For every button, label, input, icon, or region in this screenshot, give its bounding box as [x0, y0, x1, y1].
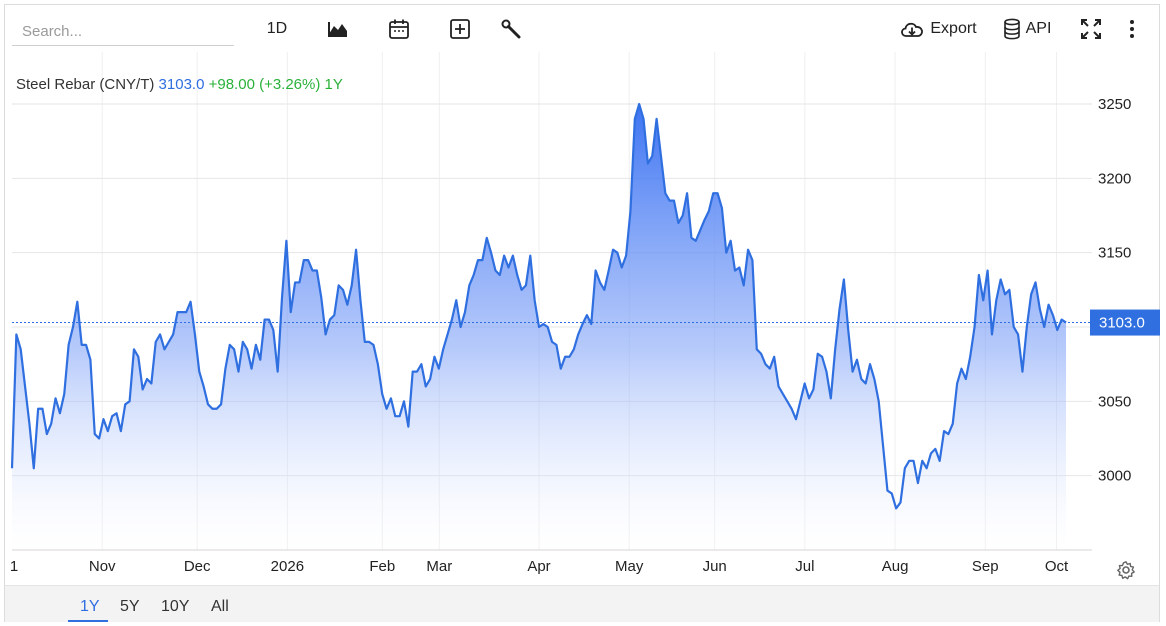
tools-button[interactable] [498, 14, 524, 44]
api-label: API [1025, 20, 1052, 37]
y-tick-label: 3000 [1098, 468, 1131, 485]
add-indicator-button[interactable] [447, 14, 473, 44]
x-tick-label: Apr [527, 558, 550, 575]
search-input[interactable] [12, 18, 234, 46]
x-tick-label: Jun [703, 558, 727, 575]
x-tick-label: Aug [882, 558, 909, 575]
legend-change: +98.00 (+3.26%) [208, 76, 321, 93]
more-vertical-icon [1130, 20, 1134, 38]
export-label: Export [930, 20, 977, 37]
x-tick-label: Dec [184, 558, 211, 575]
y-tick-label: 3250 [1098, 96, 1131, 113]
database-icon [1003, 18, 1020, 40]
range-selector-bar: 1Y 5Y 10Y All [5, 585, 1159, 622]
api-button[interactable]: API [1000, 14, 1054, 44]
x-tick-label: Jul [795, 558, 814, 575]
export-button[interactable]: Export [897, 14, 979, 44]
interval-button[interactable]: 1D [262, 14, 292, 44]
chart-legend: Steel Rebar (CNY/T) 3103.0 +98.00 (+3.26… [16, 76, 343, 93]
last-price-box [1090, 309, 1160, 336]
legend-period: 1Y [324, 76, 343, 93]
y-tick-label: 3200 [1098, 170, 1131, 187]
instrument-name: Steel Rebar (CNY/T) [16, 76, 155, 93]
range-all-button[interactable]: All [211, 598, 229, 615]
plus-square-icon [450, 19, 470, 39]
calendar-button[interactable] [386, 14, 412, 44]
x-tick-label: 1 [10, 558, 18, 575]
x-tick-label: Feb [369, 558, 395, 575]
chart-settings-button[interactable] [1116, 560, 1136, 585]
range-5y-button[interactable]: 5Y [120, 598, 140, 615]
active-range-indicator [68, 620, 108, 622]
interval-label: 1D [266, 20, 288, 37]
x-tick-label: Nov [89, 558, 116, 575]
range-1y-button[interactable]: 1Y [80, 598, 100, 615]
area-chart-icon [328, 22, 347, 37]
x-tick-label: Sep [972, 558, 999, 575]
last-price-label: 3103.0 [1099, 315, 1145, 332]
wrench-icon [501, 19, 521, 39]
calendar-icon [389, 19, 409, 39]
gear-icon [1117, 561, 1135, 580]
price-line [10, 102, 1067, 510]
more-menu-button[interactable] [1122, 14, 1142, 44]
chart-type-button[interactable] [325, 14, 351, 44]
legend-price: 3103.0 [158, 76, 205, 93]
cloud-download-icon [901, 22, 924, 37]
y-tick-label: 3150 [1098, 245, 1131, 262]
y-axis-ticks: 3000 3050 3150 3200 3250 [1098, 96, 1131, 485]
x-tick-label: Oct [1045, 558, 1069, 575]
x-tick-label: May [615, 558, 644, 575]
y-tick-label: 3050 [1098, 393, 1131, 410]
range-10y-button[interactable]: 10Y [161, 598, 190, 615]
x-axis-ticks: 1 Nov Dec 2026 Feb Mar Apr May Jun Jul Aug Sep Oct [10, 558, 1069, 575]
x-tick-label: 2026 [271, 558, 304, 575]
fullscreen-icon [1081, 19, 1101, 39]
x-tick-label: Mar [426, 558, 452, 575]
fullscreen-button[interactable] [1078, 14, 1104, 44]
